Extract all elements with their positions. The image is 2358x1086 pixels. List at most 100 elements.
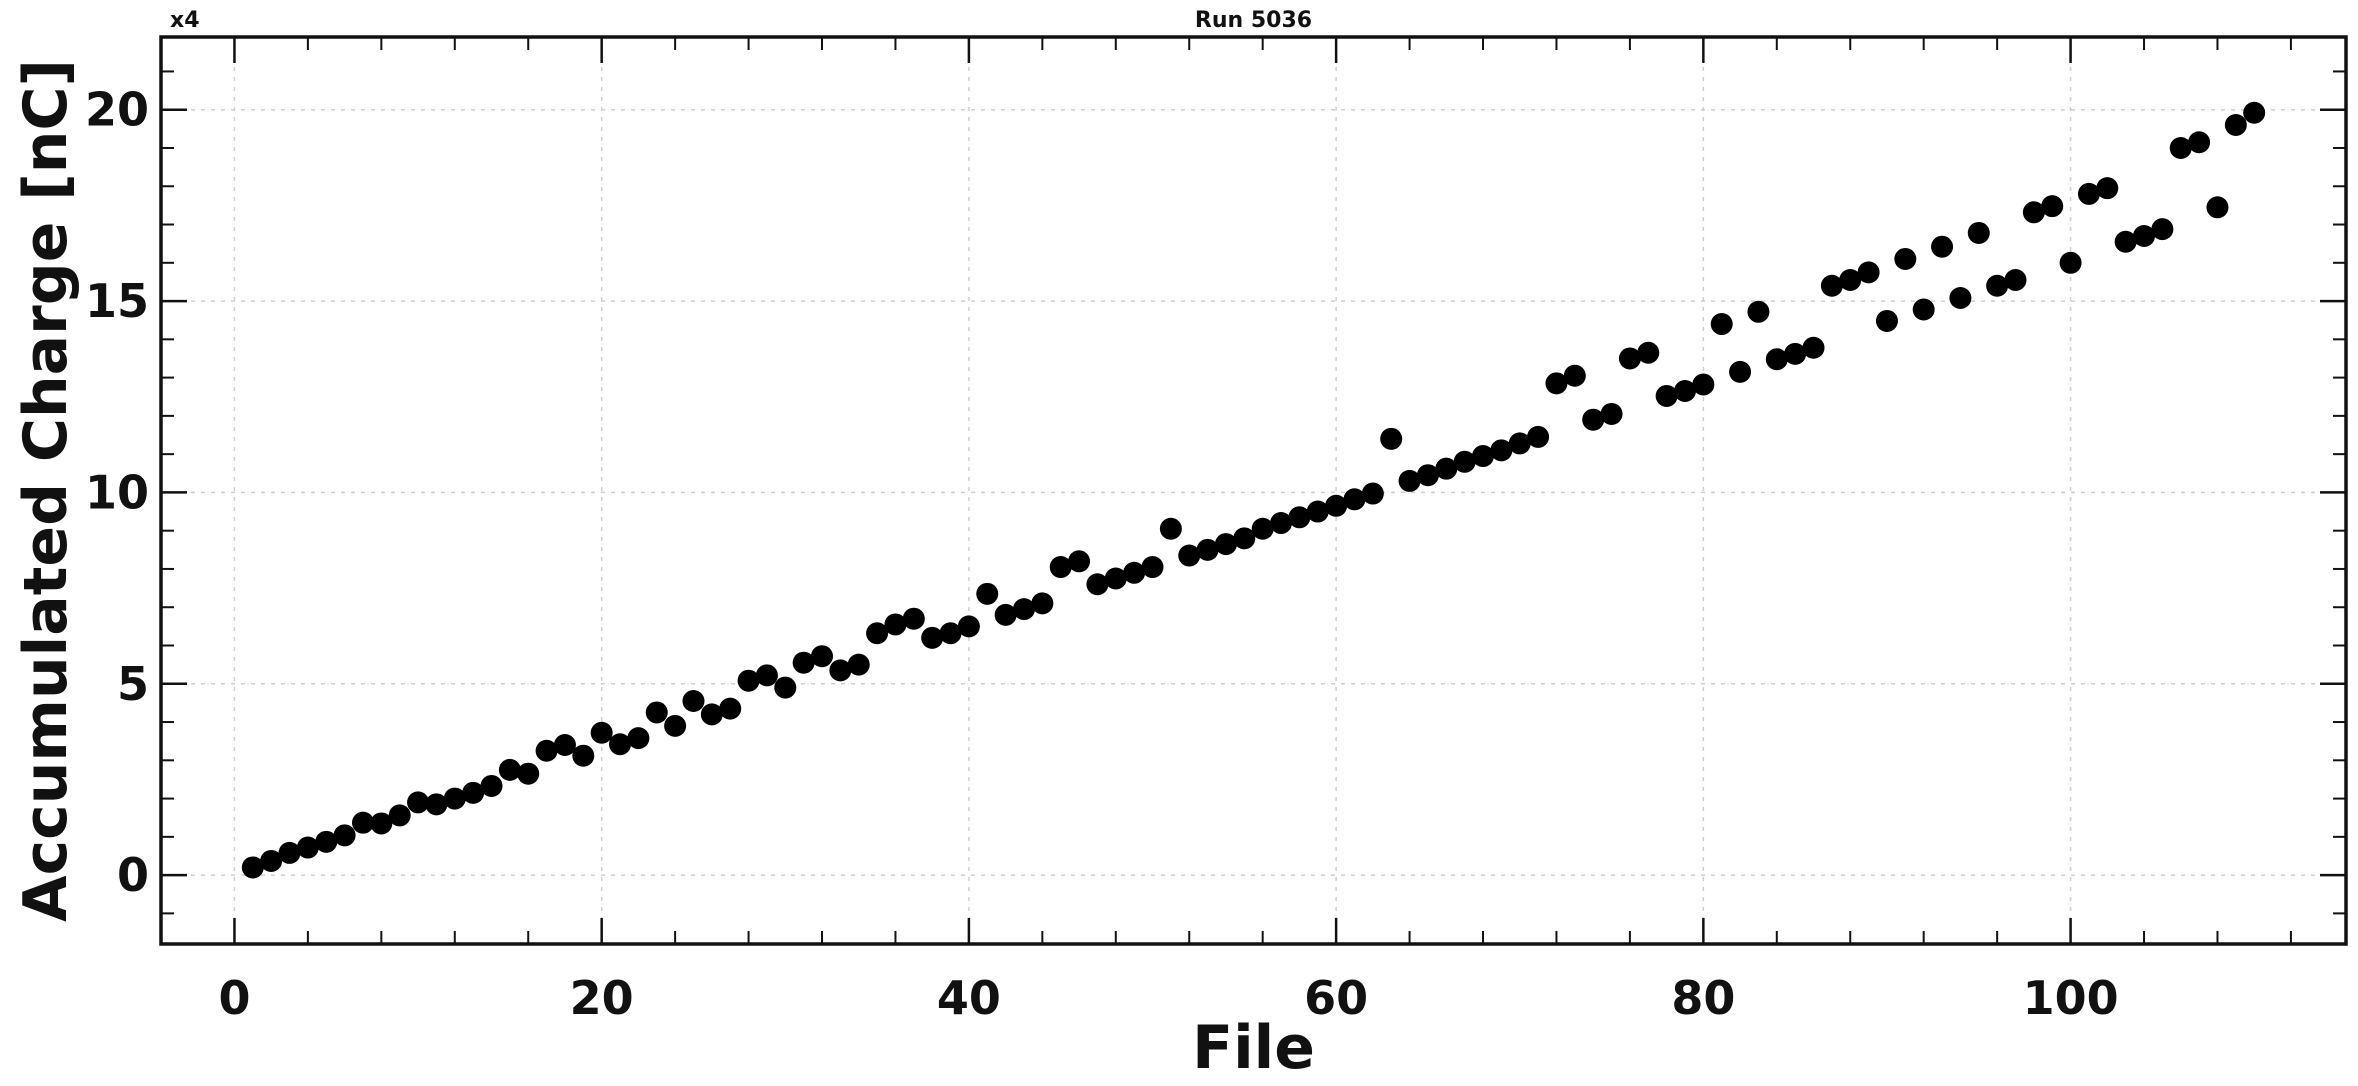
- data-point: [333, 824, 356, 847]
- data-point: [2059, 251, 2082, 274]
- y-axis-title: Accumulated Charge [nC]: [11, 59, 81, 922]
- data-point: [645, 701, 668, 724]
- data-point: [1233, 527, 1256, 550]
- data-point: [572, 744, 595, 767]
- data-point: [535, 739, 558, 762]
- data-point: [553, 733, 576, 756]
- data-point: [1104, 567, 1127, 590]
- data-point: [1692, 373, 1715, 396]
- data-point: [462, 781, 485, 804]
- data-point: [1582, 408, 1605, 431]
- data-point: [976, 582, 999, 605]
- data-point: [1123, 561, 1146, 584]
- data-point: [241, 856, 264, 879]
- data-point: [664, 714, 687, 737]
- data-point: [957, 615, 980, 638]
- plot-frame: [159, 35, 2348, 946]
- data-point: [296, 836, 319, 859]
- data-point: [1270, 512, 1293, 535]
- x-tick-label: 40: [937, 971, 1001, 1025]
- data-points: [241, 101, 2266, 879]
- data-point: [2188, 131, 2211, 154]
- data-point: [792, 651, 815, 674]
- y-tick-label: 5: [117, 657, 149, 711]
- data-point: [737, 669, 760, 692]
- axis-ticks: [160, 37, 2346, 944]
- data-point: [884, 613, 907, 636]
- data-point: [847, 653, 870, 676]
- data-point: [1857, 261, 1880, 284]
- data-point: [407, 791, 430, 814]
- data-point: [1563, 364, 1586, 387]
- data-point: [1141, 556, 1164, 579]
- data-point: [388, 804, 411, 827]
- data-point: [443, 787, 466, 810]
- data-point: [1288, 506, 1311, 529]
- data-point: [370, 812, 393, 835]
- data-point: [1398, 469, 1421, 492]
- data-point: [2224, 114, 2247, 137]
- data-point: [719, 697, 742, 720]
- data-point: [700, 703, 723, 726]
- grid: [161, 37, 2346, 944]
- data-point: [1802, 336, 1825, 359]
- data-point: [1949, 287, 1972, 310]
- data-point: [1820, 274, 1843, 297]
- data-point: [829, 659, 852, 682]
- x-tick-label: 0: [218, 971, 250, 1025]
- data-point: [774, 676, 797, 699]
- data-point: [1306, 500, 1329, 523]
- data-point: [1159, 517, 1182, 540]
- data-point: [480, 774, 503, 797]
- data-point: [1214, 533, 1237, 556]
- data-point: [1894, 247, 1917, 270]
- data-point: [1472, 445, 1495, 468]
- data-point: [351, 811, 374, 834]
- data-point: [1086, 573, 1109, 596]
- data-point: [2206, 196, 2229, 219]
- tick-labels: 0 20 40 60 80 100 0 5 10 15 20: [85, 83, 2119, 1025]
- data-point: [2004, 269, 2027, 292]
- data-point: [425, 793, 448, 816]
- data-point: [1490, 439, 1513, 462]
- y-tick-label: 15: [85, 274, 149, 328]
- data-point: [1784, 342, 1807, 365]
- x-axis-title: File: [1192, 1013, 1315, 1083]
- data-point: [1655, 384, 1678, 407]
- data-point: [517, 762, 540, 785]
- data-point: [1416, 464, 1439, 487]
- chart-title: Run 5036: [1195, 8, 1312, 33]
- data-point: [1875, 309, 1898, 332]
- data-point: [1325, 494, 1348, 517]
- data-point: [1637, 341, 1660, 364]
- data-point: [609, 733, 632, 756]
- data-point: [1673, 379, 1696, 402]
- data-point: [2041, 195, 2064, 218]
- data-point: [1600, 402, 1623, 425]
- data-point: [1068, 550, 1091, 573]
- data-point: [1527, 425, 1550, 448]
- data-point: [1508, 432, 1531, 455]
- y-multiplier-label: x4: [170, 8, 200, 33]
- y-tick-label: 20: [85, 83, 149, 137]
- data-point: [2077, 182, 2100, 205]
- data-point: [590, 721, 613, 744]
- data-point: [1747, 300, 1770, 323]
- data-point: [1967, 221, 1990, 244]
- data-point: [1012, 598, 1035, 621]
- data-point: [1178, 544, 1201, 567]
- data-point: [2114, 230, 2137, 253]
- data-point: [866, 622, 889, 645]
- data-point: [1343, 488, 1366, 511]
- data-point: [1618, 347, 1641, 370]
- data-point: [939, 622, 962, 645]
- y-tick-label: 0: [117, 848, 149, 902]
- x-tick-label: 100: [2023, 971, 2119, 1025]
- data-point: [2151, 218, 2174, 241]
- data-point: [1031, 592, 1054, 615]
- data-point: [2133, 225, 2156, 248]
- data-point: [1380, 427, 1403, 450]
- data-point: [1545, 372, 1568, 395]
- data-point: [627, 727, 650, 750]
